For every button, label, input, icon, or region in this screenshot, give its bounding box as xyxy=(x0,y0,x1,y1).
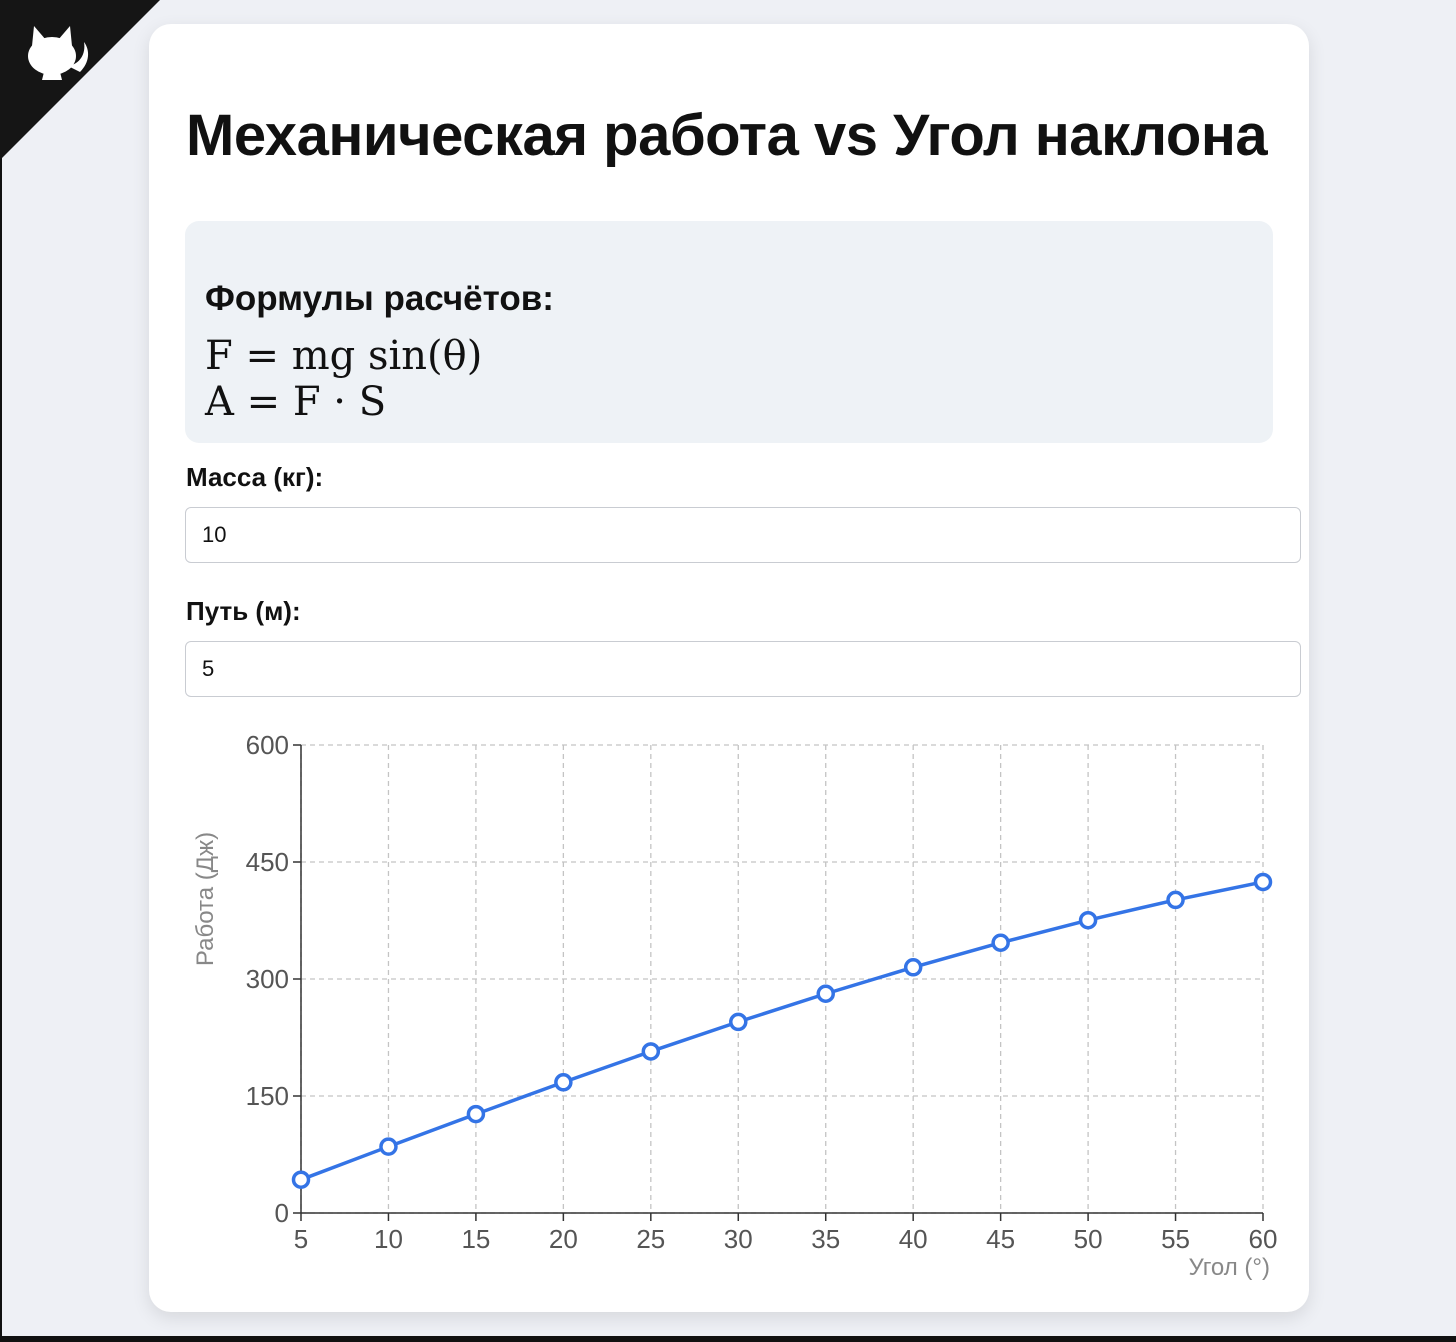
corner-triangle xyxy=(0,0,160,160)
formula-work: A = F · S xyxy=(205,379,387,425)
data-point[interactable] xyxy=(816,984,835,1003)
y-tick-label: 450 xyxy=(246,847,289,877)
x-tick-label: 35 xyxy=(811,1224,840,1254)
x-tick-label: 10 xyxy=(374,1224,403,1254)
page-title: Механическая работа vs Угол наклона xyxy=(186,103,1268,168)
x-tick-label: 45 xyxy=(986,1224,1015,1254)
github-corner[interactable] xyxy=(0,0,160,160)
mass-input[interactable] xyxy=(185,507,1301,563)
y-tick-label: 600 xyxy=(246,730,289,760)
x-axis-title: Угол (°) xyxy=(1189,1254,1270,1281)
x-tick-label: 15 xyxy=(461,1224,490,1254)
data-point[interactable] xyxy=(291,1170,311,1189)
path-label: Путь (м): xyxy=(186,596,301,626)
data-point[interactable] xyxy=(466,1104,486,1124)
data-point[interactable] xyxy=(729,1012,748,1032)
x-tick-label: 55 xyxy=(1161,1224,1190,1254)
x-tick-label: 50 xyxy=(1074,1224,1103,1254)
data-point[interactable] xyxy=(903,958,923,977)
x-tick-label: 60 xyxy=(1249,1224,1278,1254)
data-point[interactable] xyxy=(1253,872,1273,892)
x-tick-label: 30 xyxy=(724,1224,753,1254)
y-axis-title: Работа (Дж) xyxy=(192,832,219,966)
data-point[interactable] xyxy=(1078,910,1098,930)
x-tick-label: 5 xyxy=(294,1224,308,1254)
x-tick-label: 40 xyxy=(899,1224,928,1254)
y-tick-label: 150 xyxy=(246,1081,289,1111)
x-tick-label: 25 xyxy=(636,1224,665,1254)
mass-label: Масса (кг): xyxy=(186,462,324,492)
formula-box: Формулы расчётов: F = mg sin(θ) A = F · … xyxy=(185,221,1273,443)
data-point[interactable] xyxy=(379,1137,398,1156)
y-tick-label: 0 xyxy=(275,1198,289,1228)
path-input[interactable] xyxy=(185,641,1301,697)
y-tick-label: 300 xyxy=(246,964,289,994)
window-edge-bottom xyxy=(0,1336,1456,1342)
data-point[interactable] xyxy=(641,1042,661,1061)
main-card: Механическая работа vs Угол наклона Форм… xyxy=(149,24,1309,1312)
github-octocat-icon xyxy=(28,26,89,80)
data-point[interactable] xyxy=(991,933,1010,952)
formula-heading: Формулы расчётов: xyxy=(205,279,554,318)
series-line xyxy=(300,880,1264,1182)
window-edge xyxy=(0,0,2,1342)
x-tick-label: 20 xyxy=(549,1224,578,1254)
data-point[interactable] xyxy=(1166,890,1185,910)
data-point[interactable] xyxy=(554,1073,573,1092)
formula-force: F = mg sin(θ) xyxy=(205,333,483,379)
